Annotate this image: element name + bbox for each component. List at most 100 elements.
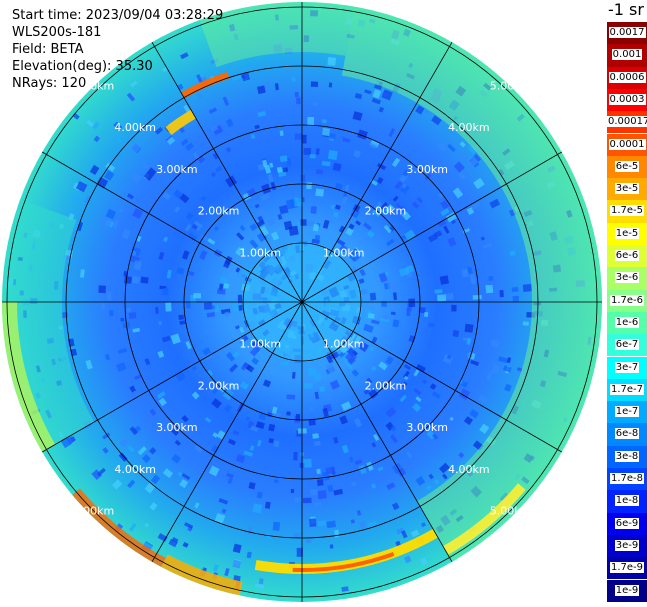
backscatter-cell	[77, 221, 84, 232]
instrument-id: WLS200s-181	[12, 25, 102, 40]
range-label: 3.00km	[406, 163, 448, 176]
range-label: 4.00km	[114, 463, 156, 476]
backscatter-cell	[206, 311, 216, 318]
legend-item: 0.0017	[607, 22, 647, 45]
backscatter-cell	[339, 244, 348, 253]
backscatter-cell	[509, 250, 516, 257]
backscatter-cell	[367, 521, 378, 528]
backscatter-cell	[131, 276, 140, 284]
backscatter-cell	[451, 304, 457, 312]
backscatter-cell	[334, 204, 341, 210]
backscatter-cell	[424, 311, 429, 317]
backscatter-cell	[86, 119, 95, 128]
backscatter-cell	[294, 91, 299, 98]
backscatter-cell	[255, 421, 265, 430]
backscatter-cell	[200, 195, 207, 202]
backscatter-cell	[232, 559, 242, 569]
legend-item: 6e-5	[607, 155, 647, 179]
backscatter-cell	[286, 157, 292, 166]
backscatter-cell	[353, 149, 361, 158]
backscatter-cell	[271, 406, 278, 414]
backscatter-cell	[171, 453, 182, 464]
backscatter-cell	[258, 207, 269, 218]
backscatter-cell	[112, 219, 120, 229]
backscatter-cell	[490, 339, 500, 348]
backscatter-cell	[401, 530, 408, 539]
backscatter-cell	[469, 409, 479, 419]
backscatter-cell	[154, 126, 164, 135]
backscatter-cell	[344, 351, 357, 364]
backscatter-cell	[93, 135, 101, 143]
backscatter-cell	[420, 522, 427, 528]
backscatter-region	[181, 71, 230, 99]
backscatter-cell	[288, 225, 299, 236]
backscatter-cell	[239, 224, 246, 232]
legend-item: 0.001	[607, 44, 647, 67]
backscatter-cell	[278, 204, 289, 215]
backscatter-cell	[446, 354, 452, 360]
backscatter-cell	[351, 481, 357, 487]
backscatter-cell	[410, 529, 420, 538]
backscatter-cell	[199, 250, 208, 260]
backscatter-cell	[303, 458, 312, 468]
backscatter-cell	[363, 388, 370, 395]
backscatter-cell	[130, 172, 142, 184]
backscatter-cell	[434, 288, 443, 294]
legend-item: 0.0001	[607, 133, 647, 156]
backscatter-cell	[415, 105, 425, 115]
backscatter-cell	[270, 181, 276, 191]
backscatter-cell	[385, 355, 394, 365]
backscatter-cell	[406, 520, 412, 526]
backscatter-cell	[75, 181, 88, 193]
backscatter-cell	[330, 204, 335, 210]
backscatter-cell	[341, 586, 349, 592]
backscatter-cell	[191, 365, 197, 371]
backscatter-cell	[177, 83, 184, 91]
backscatter-cell	[411, 201, 420, 210]
backscatter-cell	[326, 520, 337, 529]
backscatter-cell	[179, 127, 185, 134]
backscatter-cell	[236, 232, 245, 241]
backscatter-cell	[257, 110, 266, 117]
backscatter-cell	[214, 513, 226, 524]
backscatter-cell	[127, 445, 135, 453]
backscatter-cell	[118, 452, 128, 462]
backscatter-cell	[352, 253, 362, 263]
nrays: NRays: 120	[12, 76, 87, 91]
backscatter-cell	[349, 456, 354, 463]
backscatter-cell	[217, 288, 226, 295]
backscatter-cell	[434, 479, 440, 485]
backscatter-cell	[348, 223, 355, 230]
backscatter-cell	[404, 555, 412, 564]
backscatter-cell	[211, 125, 219, 132]
backscatter-cell	[371, 97, 381, 105]
backscatter-cell	[437, 294, 447, 302]
backscatter-cell	[402, 169, 410, 177]
backscatter-cell	[178, 314, 185, 320]
backscatter-cell	[161, 335, 171, 343]
backscatter-cell	[392, 319, 400, 328]
backscatter-cell	[221, 508, 227, 514]
backscatter-cell	[293, 451, 298, 461]
backscatter-cell	[250, 425, 259, 432]
backscatter-cell	[356, 509, 362, 516]
range-label: 1.00km	[323, 338, 365, 351]
backscatter-cell	[336, 238, 346, 247]
backscatter-cell	[283, 361, 289, 367]
backscatter-cell	[294, 197, 304, 207]
backscatter-cell	[385, 204, 395, 214]
backscatter-cell	[104, 170, 115, 181]
legend-item: 6e-8	[607, 423, 647, 446]
backscatter-cell	[208, 107, 218, 114]
backscatter-cell	[256, 219, 265, 228]
backscatter-cell	[174, 439, 181, 446]
backscatter-cell	[469, 273, 476, 283]
backscatter-cell	[226, 352, 236, 362]
backscatter-cell	[452, 329, 460, 338]
backscatter-cell	[309, 406, 314, 411]
backscatter-cell	[183, 104, 191, 113]
backscatter-cell	[191, 220, 203, 232]
backscatter-cell	[113, 121, 123, 131]
backscatter-cell	[180, 138, 189, 147]
backscatter-cell	[260, 225, 269, 236]
